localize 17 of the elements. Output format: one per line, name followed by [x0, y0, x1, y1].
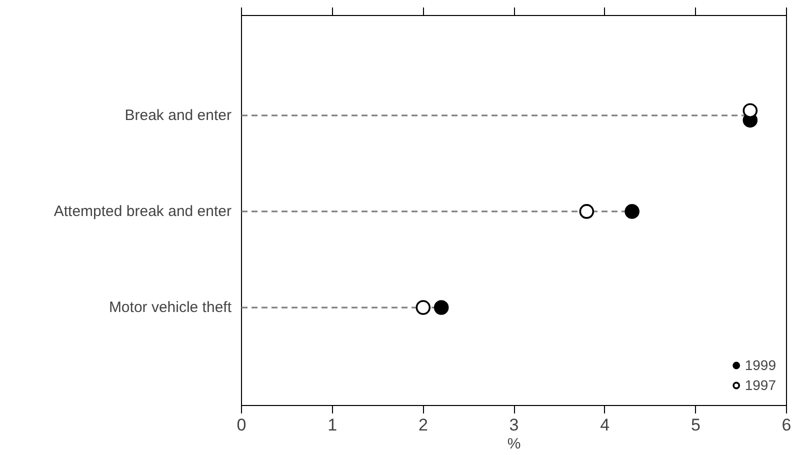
x-tick-label: 3 [509, 416, 519, 434]
legend-label: 1999 [744, 357, 776, 373]
x-tick-label: 1 [328, 416, 338, 434]
point [579, 204, 594, 219]
y-tick-label: Break and enter [124, 106, 232, 124]
x-tick-label: 5 [690, 416, 700, 434]
x-tick-label: 2 [418, 416, 428, 434]
y-tick-label: Motor vehicle theft [108, 299, 232, 316]
x-tick-label: 6 [782, 416, 792, 434]
x-axis-title: % [507, 436, 521, 452]
point [624, 204, 640, 219]
x-tick-label: 4 [600, 416, 610, 434]
x-tick-label: 0 [236, 416, 246, 434]
point [434, 300, 449, 315]
legend-label: 1997 [744, 377, 776, 393]
y-tick-label: Attempted break and enter [54, 202, 232, 220]
point [416, 300, 431, 315]
